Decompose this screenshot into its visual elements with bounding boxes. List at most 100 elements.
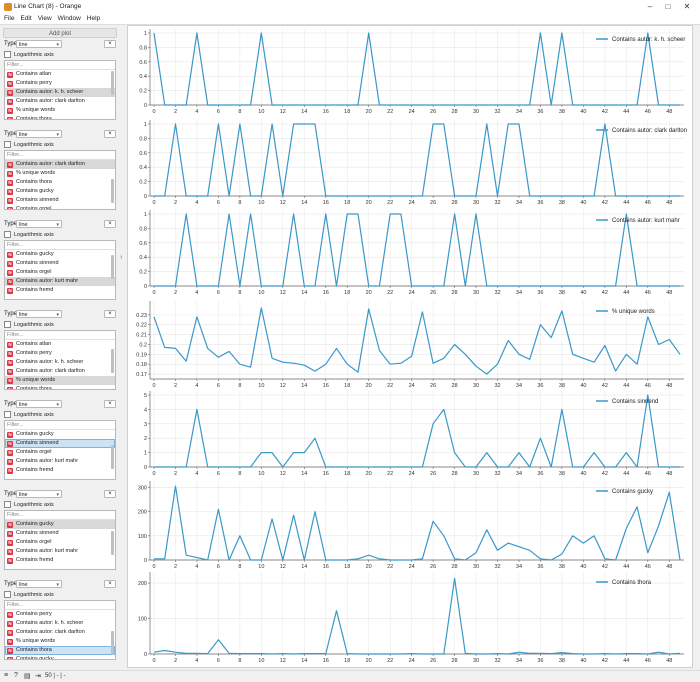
checkbox-box[interactable] <box>4 321 11 329</box>
list-item[interactable]: N Contains sinnend <box>5 196 115 205</box>
list-item[interactable]: N Contains fremd <box>5 556 115 565</box>
list-item[interactable]: N% unique words <box>5 106 115 115</box>
list-item[interactable]: N Contains perry <box>5 79 115 88</box>
type-select[interactable]: line ▾ <box>16 130 62 138</box>
list-item[interactable]: N% unique words <box>5 376 115 385</box>
menu-window[interactable]: Window <box>57 15 81 22</box>
list-item[interactable]: N Contains thora <box>5 385 115 389</box>
list-item[interactable]: N Contains sinnend <box>5 439 115 448</box>
x-tick-label: 28 <box>452 109 458 115</box>
logarithmic-axis-checkbox[interactable]: Logarithmic axis <box>4 231 84 239</box>
list-item[interactable]: N Contains orgel <box>5 448 115 457</box>
list-item[interactable]: N Contains sinnend <box>5 529 115 538</box>
list-item[interactable]: N Contains autor: clark darlton <box>5 160 115 169</box>
logarithmic-axis-checkbox[interactable]: Logarithmic axis <box>4 321 84 329</box>
list-item[interactable]: N Contains gucky <box>5 520 115 529</box>
logarithmic-axis-checkbox[interactable]: Logarithmic axis <box>4 141 84 149</box>
filter-input[interactable]: Filter... <box>5 331 115 340</box>
type-select[interactable]: line ▾ <box>16 310 62 318</box>
menu-icon[interactable]: ≡ <box>4 672 9 679</box>
filter-input[interactable]: Filter... <box>5 421 115 430</box>
filter-input[interactable]: Filter... <box>5 511 115 520</box>
list-item[interactable]: N Contains gucky <box>5 430 115 439</box>
list-item[interactable]: N Contains atlan <box>5 340 115 349</box>
add-plot-button[interactable]: Add plot <box>3 28 117 38</box>
list-item[interactable]: N% unique words <box>5 637 115 646</box>
menu-view[interactable]: View <box>37 15 52 22</box>
logarithmic-axis-checkbox[interactable]: Logarithmic axis <box>4 411 84 419</box>
remove-plot-button[interactable]: × <box>104 40 116 48</box>
checkbox-box[interactable] <box>4 51 11 59</box>
list-item[interactable]: N Contains perry <box>5 610 115 619</box>
remove-plot-button[interactable]: × <box>104 400 116 408</box>
list-item[interactable]: N Contains autor: k. h. scheer <box>5 619 115 628</box>
x-tick-label: 22 <box>387 471 393 477</box>
checkbox-box[interactable] <box>4 411 11 419</box>
close-button[interactable]: ✕ <box>683 2 691 11</box>
filter-input[interactable]: Filter... <box>5 151 115 160</box>
list-item[interactable]: N Contains autor: clark darlton <box>5 97 115 106</box>
list-scrollbar[interactable] <box>111 445 114 469</box>
list-item[interactable]: N Contains fremd <box>5 286 115 295</box>
checkbox-box[interactable] <box>4 501 11 509</box>
menu-file[interactable]: File <box>4 15 15 22</box>
logarithmic-axis-checkbox[interactable]: Logarithmic axis <box>4 51 84 59</box>
list-item[interactable]: N% unique words <box>5 169 115 178</box>
type-select[interactable]: line ▾ <box>16 400 62 408</box>
list-scrollbar[interactable] <box>111 631 114 655</box>
list-item[interactable]: N Contains sinnend <box>5 259 115 268</box>
list-item[interactable]: N Contains autor: clark darlton <box>5 367 115 376</box>
collapse-panel-icon[interactable]: › <box>120 254 123 261</box>
report-icon[interactable]: ▤ <box>24 673 31 680</box>
remove-plot-button[interactable]: × <box>104 490 116 498</box>
list-item[interactable]: N Contains autor: clark darlton <box>5 628 115 637</box>
list-scrollbar[interactable] <box>111 531 114 555</box>
list-item[interactable]: N Contains thora <box>5 115 115 119</box>
list-scrollbar[interactable] <box>111 349 114 373</box>
filter-input[interactable]: Filter... <box>5 241 115 250</box>
maximize-button[interactable]: □ <box>665 2 671 11</box>
checkbox-box[interactable] <box>4 141 11 149</box>
list-scrollbar[interactable] <box>111 71 114 95</box>
remove-plot-button[interactable]: × <box>104 220 116 228</box>
list-item[interactable]: N Contains orgel <box>5 538 115 547</box>
help-icon[interactable]: ? <box>14 672 18 679</box>
logarithmic-axis-checkbox[interactable]: Logarithmic axis <box>4 591 84 599</box>
type-select[interactable]: line ▾ <box>16 40 62 48</box>
list-item[interactable]: N Contains autor: k. h. scheer <box>5 358 115 367</box>
type-select[interactable]: line ▾ <box>16 490 62 498</box>
list-item[interactable]: N Contains orgel <box>5 268 115 277</box>
type-label: Type: <box>4 491 19 497</box>
minimize-button[interactable]: – <box>647 2 653 11</box>
x-tick-label: 18 <box>344 658 350 664</box>
list-item[interactable]: N Contains autor: kurt mahr <box>5 457 115 466</box>
list-item[interactable]: N Contains gucky <box>5 655 115 659</box>
list-item[interactable]: N Contains gucky <box>5 250 115 259</box>
menu-edit[interactable]: Edit <box>20 15 32 22</box>
checkbox-box[interactable] <box>4 591 11 599</box>
remove-plot-button[interactable]: × <box>104 580 116 588</box>
list-item[interactable]: N Contains atlan <box>5 70 115 79</box>
list-item[interactable]: N Contains gucky <box>5 187 115 196</box>
filter-input[interactable]: Filter... <box>5 61 115 70</box>
filter-input[interactable]: Filter... <box>5 601 115 610</box>
type-select[interactable]: line ▾ <box>16 580 62 588</box>
type-select[interactable]: line ▾ <box>16 220 62 228</box>
list-item[interactable]: N Contains thora <box>5 646 115 655</box>
menu-help[interactable]: Help <box>86 15 101 22</box>
list-scrollbar[interactable] <box>111 179 114 203</box>
list-scrollbar[interactable] <box>111 255 114 279</box>
type-label: Type: <box>4 311 19 317</box>
list-item[interactable]: N Contains autor: kurt mahr <box>5 277 115 286</box>
remove-plot-button[interactable]: × <box>104 130 116 138</box>
remove-plot-button[interactable]: × <box>104 310 116 318</box>
checkbox-box[interactable] <box>4 231 11 239</box>
list-item[interactable]: N Contains autor: k. h. scheer <box>5 88 115 97</box>
list-item[interactable]: N Contains autor: kurt mahr <box>5 547 115 556</box>
logarithmic-axis-checkbox[interactable]: Logarithmic axis <box>4 501 84 509</box>
list-item[interactable]: N Contains thora <box>5 178 115 187</box>
list-item[interactable]: N Contains perry <box>5 349 115 358</box>
list-item[interactable]: N Contains orgel <box>5 205 115 209</box>
list-item[interactable]: N Contains fremd <box>5 466 115 475</box>
x-tick-label: 46 <box>645 109 651 115</box>
